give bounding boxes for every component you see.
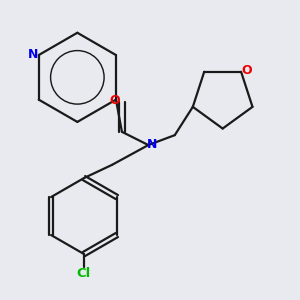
Text: O: O (110, 94, 120, 106)
Text: N: N (28, 48, 38, 61)
Text: Cl: Cl (77, 267, 91, 280)
Text: O: O (242, 64, 252, 76)
Text: N: N (147, 138, 158, 151)
